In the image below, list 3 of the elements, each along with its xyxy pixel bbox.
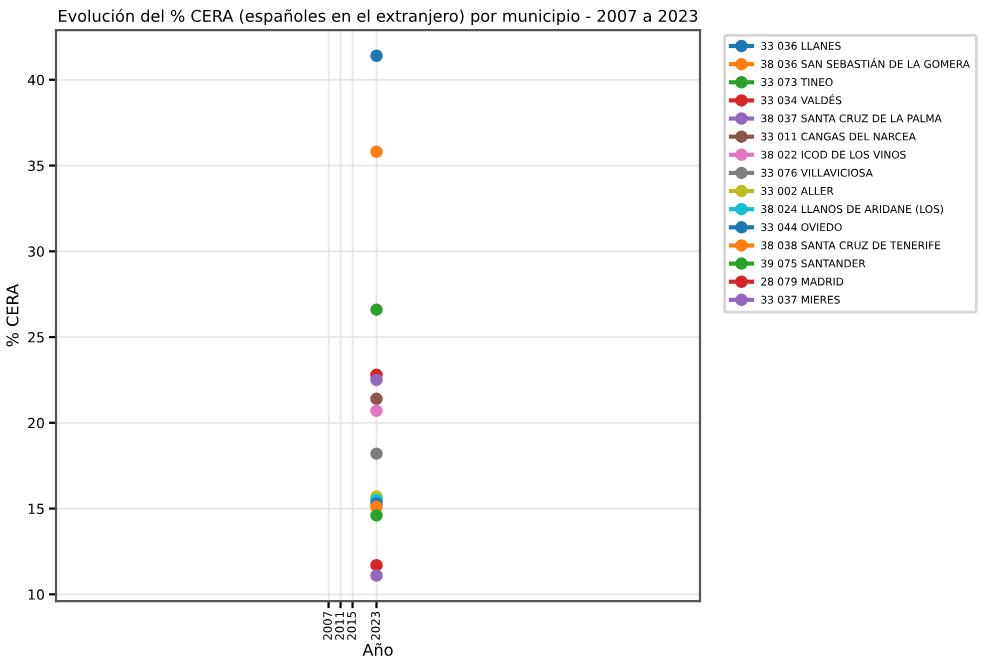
- chart-title: Evolución del % CERA (españoles en el extranjero) por municipio - 2007 a 2023: [59, 8, 698, 26]
- y-axis-title: % CERA: [6, 284, 19, 347]
- x-axis-title: Año: [362, 643, 393, 656]
